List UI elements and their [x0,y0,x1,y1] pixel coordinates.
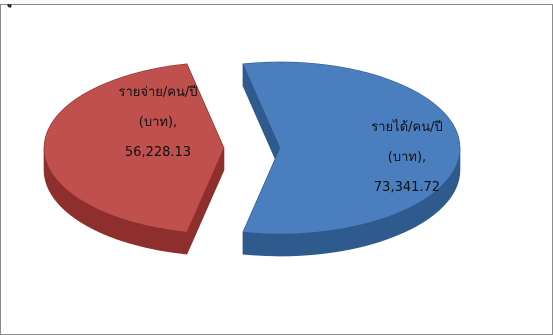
heading-cover [0,0,553,4]
pie-slice-income [242,61,461,257]
income-label-line-2: (บาท), [388,150,426,165]
pie-slice-expense [43,63,225,255]
income-label-value: 73,341.72 [374,180,440,195]
expense-label-line-2: (บาท), [139,115,177,130]
expense-slice-top [43,63,225,233]
income-slice-top [242,61,461,235]
data-label-income: รายได้/คน/ปี (บาท), 73,341.72 [371,119,442,195]
expense-label-line-1: รายจ่าย/คน/ปี [118,84,197,100]
expense-label-value: 56,228.13 [125,145,191,160]
income-label-line-1: รายได้/คน/ปี [371,119,442,135]
data-label-expense: รายจ่าย/คน/ปี (บาท), 56,228.13 [118,84,197,160]
